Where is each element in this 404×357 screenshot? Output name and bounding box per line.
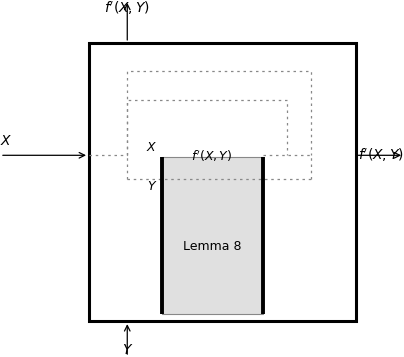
Text: $f'(X,Y)$: $f'(X,Y)$	[191, 149, 233, 164]
Bar	[162, 157, 263, 314]
Text: $X$: $X$	[146, 141, 158, 154]
Text: Lemma 8: Lemma 8	[183, 240, 241, 253]
Text: $f'(X,Y)$: $f'(X,Y)$	[104, 0, 150, 17]
Text: $X$: $X$	[0, 134, 13, 148]
Text: $Y$: $Y$	[122, 343, 133, 357]
Text: $f'(X,Y)$: $f'(X,Y)$	[358, 147, 404, 164]
Text: $Y$: $Y$	[147, 180, 158, 193]
Bar	[89, 43, 356, 321]
